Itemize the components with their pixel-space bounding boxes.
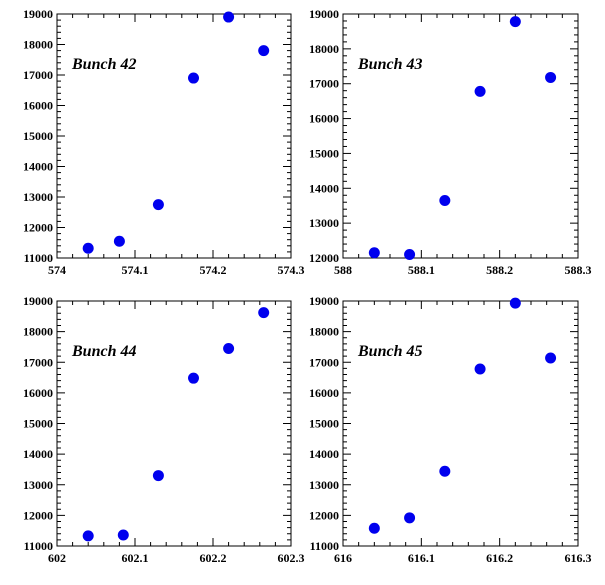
- plot-frame: [342, 13, 579, 259]
- data-point: [188, 72, 199, 84]
- y-tick-label: 13000: [23, 190, 53, 204]
- data-point: [258, 45, 270, 57]
- y-tick-label: 19000: [23, 294, 53, 308]
- data-point: [545, 71, 557, 83]
- y-tick-label: 15000: [309, 417, 339, 431]
- y-tick-label: 13000: [23, 478, 53, 492]
- y-tick-label: 11000: [24, 539, 53, 553]
- y-tick-label: 12000: [309, 251, 339, 265]
- y-tick-label: 19000: [23, 7, 53, 21]
- plot-frame: [56, 13, 292, 259]
- data-point: [82, 242, 94, 254]
- y-tick-label: 13000: [309, 216, 339, 230]
- data-point: [223, 11, 235, 23]
- x-tick-label: 616: [334, 551, 352, 565]
- data-point: [509, 16, 521, 28]
- y-tick-label: 11000: [24, 251, 53, 265]
- y-tick-label: 12000: [23, 221, 53, 235]
- y-tick-label: 18000: [309, 42, 339, 56]
- y-tick-label: 17000: [309, 355, 339, 369]
- data-point: [223, 342, 235, 354]
- data-point: [117, 529, 129, 541]
- y-tick-label: 12000: [309, 508, 339, 522]
- x-tick-label: 616.1: [408, 551, 435, 565]
- x-tick-label: 602: [48, 551, 66, 565]
- y-tick-label: 14000: [309, 447, 339, 461]
- y-tick-label: 17000: [23, 68, 53, 82]
- chart-panel-4: 11000 12000 13000 14000 15000 16000 17000 18000…: [309, 294, 592, 565]
- y-tick-label: 19000: [309, 294, 339, 308]
- x-tick-label: 602.1: [122, 551, 149, 565]
- y-tick-label: 12000: [23, 508, 53, 522]
- y-tick-label: 11000: [310, 539, 339, 553]
- data-point: [439, 194, 451, 206]
- panel-title: Bunch 45: [357, 343, 422, 360]
- y-tick-label: 15000: [23, 129, 53, 143]
- x-tick-label: 602.2: [200, 551, 227, 565]
- chart-panel-2: 12000 13000 14000 15000 16000 17000 18000 19000…: [309, 7, 592, 277]
- data-point: [474, 363, 486, 375]
- y-tick-label: 16000: [309, 112, 339, 126]
- y-tick-label: 15000: [309, 146, 339, 160]
- data-point: [404, 249, 416, 261]
- x-tick-label: 588: [334, 263, 352, 277]
- panel-title: Bunch 44: [71, 343, 136, 360]
- x-tick-label: 574: [48, 263, 66, 277]
- y-tick-label: 14000: [23, 160, 53, 174]
- data-point: [545, 352, 557, 364]
- data-point: [82, 530, 94, 542]
- x-tick-label: 588.2: [486, 263, 513, 277]
- x-tick-label: 574.1: [122, 263, 149, 277]
- x-tick-label: 588.1: [408, 263, 435, 277]
- y-tick-label: 14000: [23, 447, 53, 461]
- data-point: [474, 85, 486, 97]
- x-tick-label: 574.3: [278, 263, 305, 277]
- y-tick-label: 18000: [23, 325, 53, 339]
- plot-frame: [56, 300, 292, 547]
- data-point: [404, 512, 416, 524]
- y-tick-label: 17000: [309, 77, 339, 91]
- x-tick-label: 616.2: [486, 551, 513, 565]
- data-point: [152, 199, 164, 211]
- y-tick-label: 13000: [309, 478, 339, 492]
- y-tick-label: 16000: [23, 99, 53, 113]
- y-tick-label: 15000: [23, 417, 53, 431]
- data-point: [188, 372, 199, 384]
- data-point: [368, 247, 380, 259]
- data-point: [368, 522, 380, 534]
- x-tick-label: 588.3: [565, 263, 592, 277]
- y-tick-label: 16000: [309, 386, 339, 400]
- panel-title: Bunch 43: [357, 56, 422, 73]
- data-point: [258, 307, 270, 319]
- x-tick-label: 602.3: [278, 551, 305, 565]
- y-tick-label: 19000: [309, 7, 339, 21]
- chart-panel-3: 11000 12000 13000 14000 15000 16000 17000 18000…: [23, 294, 305, 565]
- x-tick-label: 616.3: [565, 551, 592, 565]
- data-point: [509, 297, 521, 309]
- panel-title: Bunch 42: [71, 56, 136, 73]
- y-tick-label: 17000: [23, 355, 53, 369]
- chart-panel-1: 11000 12000 13000 14000 15000 16000 17000 18000…: [23, 7, 305, 277]
- x-tick-label: 574.2: [200, 263, 227, 277]
- data-point: [439, 465, 451, 477]
- plot-frame: [342, 300, 579, 547]
- y-tick-label: 18000: [309, 325, 339, 339]
- data-point: [152, 470, 164, 482]
- y-tick-label: 16000: [23, 386, 53, 400]
- y-tick-label: 18000: [23, 38, 53, 52]
- data-point: [113, 235, 125, 247]
- y-tick-label: 14000: [309, 181, 339, 195]
